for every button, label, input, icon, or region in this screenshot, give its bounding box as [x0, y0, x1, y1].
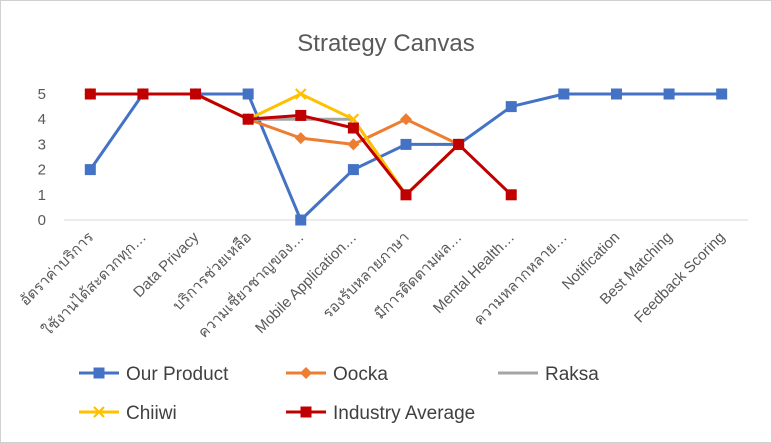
y-tick-label: 4 [38, 111, 46, 128]
y-tick-label: 3 [38, 136, 46, 153]
data-point-marker [505, 101, 517, 113]
data-point-marker [137, 88, 149, 100]
data-point-marker [453, 138, 465, 150]
legend-label: Raksa [545, 364, 599, 385]
data-point-marker [347, 122, 359, 134]
data-point-marker [294, 132, 307, 145]
legend-label: Our Product [126, 364, 229, 385]
data-point-marker [663, 88, 675, 100]
legend-item: Industry Average [286, 403, 475, 424]
y-axis-ticks: 0 1 2 3 4 5 [38, 86, 46, 229]
data-point-marker [84, 164, 96, 176]
series-industry-average [84, 88, 517, 201]
y-tick-label: 5 [38, 86, 46, 103]
series-layer [84, 88, 728, 226]
data-point-marker [84, 88, 96, 100]
y-tick-label: 0 [38, 212, 46, 229]
legend-item: Raksa [498, 364, 599, 385]
data-point-marker [190, 88, 202, 100]
series-our-product [84, 88, 728, 226]
data-point-marker [505, 189, 517, 201]
series-line [89, 92, 722, 222]
legend-item: Chiiwi [79, 403, 177, 424]
chart-title: Strategy Canvas [297, 30, 474, 57]
data-point-marker [295, 109, 307, 121]
data-point-marker [400, 138, 412, 150]
legend-marker [93, 367, 105, 379]
legend-marker [300, 367, 312, 379]
legend-marker [93, 406, 105, 418]
data-point-marker [242, 88, 254, 100]
x-tick-label: ความหลากหลาย… [471, 229, 571, 329]
data-point-marker [716, 88, 728, 100]
data-point-marker [295, 214, 307, 226]
legend-item: Our Product [79, 364, 229, 385]
legend-item: Oocka [286, 364, 388, 385]
x-tick-label: Feedback Scoring [631, 229, 729, 327]
data-point-marker [558, 88, 570, 100]
legend: Our Product Oocka Raksa Chiiwi Industry Aver… [79, 364, 599, 424]
legend-label: Chiiwi [126, 403, 177, 424]
legend-marker [300, 406, 312, 418]
data-point-marker [400, 189, 412, 201]
y-tick-label: 1 [38, 187, 46, 204]
data-point-marker [400, 113, 412, 126]
x-tick-label: Mobile Application… [252, 229, 360, 337]
y-tick-label: 2 [38, 162, 46, 179]
data-point-marker [347, 138, 360, 151]
data-point-marker [242, 113, 254, 125]
data-point-marker [294, 88, 307, 100]
legend-label: Oocka [333, 364, 388, 385]
data-point-marker [610, 88, 622, 100]
x-tick-label: ใช้งานได้สะดวกทุก… [39, 228, 151, 340]
legend-label: Industry Average [333, 403, 475, 424]
data-point-marker [347, 164, 359, 176]
